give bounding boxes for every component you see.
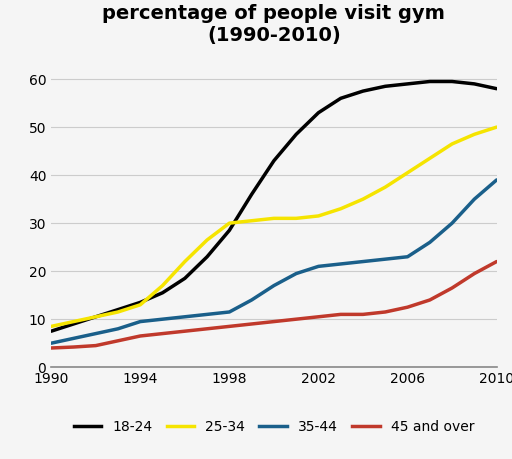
35-44 xyxy=(472,196,478,202)
18-24 xyxy=(315,110,322,116)
45 and over xyxy=(115,338,121,343)
35-44 xyxy=(249,297,255,303)
18-24 xyxy=(404,81,411,87)
18-24 xyxy=(382,84,388,89)
45 and over xyxy=(71,344,77,350)
25-34 xyxy=(427,156,433,161)
35-44 xyxy=(160,316,166,322)
25-34 xyxy=(472,132,478,137)
45 and over xyxy=(249,321,255,327)
18-24 xyxy=(93,314,99,319)
18-24 xyxy=(494,86,500,91)
35-44 xyxy=(71,336,77,341)
45 and over xyxy=(315,314,322,319)
18-24 xyxy=(48,329,54,334)
35-44 xyxy=(360,259,366,264)
18-24 xyxy=(271,158,277,163)
35-44 xyxy=(137,319,143,325)
45 and over xyxy=(271,319,277,325)
45 and over xyxy=(160,331,166,336)
45 and over xyxy=(404,304,411,310)
25-34 xyxy=(160,283,166,288)
45 and over xyxy=(182,329,188,334)
25-34 xyxy=(494,124,500,130)
35-44 xyxy=(404,254,411,259)
35-44 xyxy=(226,309,232,315)
Line: 35-44: 35-44 xyxy=(51,180,497,343)
18-24 xyxy=(182,275,188,281)
45 and over xyxy=(338,312,344,317)
35-44 xyxy=(338,261,344,267)
Legend: 18-24, 25-34, 35-44, 45 and over: 18-24, 25-34, 35-44, 45 and over xyxy=(68,415,480,440)
25-34 xyxy=(115,309,121,315)
45 and over xyxy=(427,297,433,303)
25-34 xyxy=(449,141,455,147)
18-24 xyxy=(449,79,455,84)
45 and over xyxy=(382,309,388,315)
45 and over xyxy=(204,326,210,331)
25-34 xyxy=(271,216,277,221)
25-34 xyxy=(137,302,143,308)
Line: 45 and over: 45 and over xyxy=(51,262,497,348)
35-44 xyxy=(494,177,500,183)
18-24 xyxy=(137,300,143,305)
45 and over xyxy=(93,343,99,348)
25-34 xyxy=(226,220,232,226)
45 and over xyxy=(137,333,143,339)
25-34 xyxy=(204,237,210,243)
25-34 xyxy=(48,324,54,329)
35-44 xyxy=(182,314,188,319)
45 and over xyxy=(48,345,54,351)
35-44 xyxy=(449,220,455,226)
25-34 xyxy=(382,185,388,190)
35-44 xyxy=(293,271,300,276)
25-34 xyxy=(182,259,188,264)
18-24 xyxy=(115,307,121,312)
18-24 xyxy=(338,95,344,101)
45 and over xyxy=(360,312,366,317)
35-44 xyxy=(204,312,210,317)
45 and over xyxy=(472,271,478,276)
18-24 xyxy=(249,191,255,197)
45 and over xyxy=(293,316,300,322)
18-24 xyxy=(293,132,300,137)
Title: percentage of people visit gym
(1990-2010): percentage of people visit gym (1990-201… xyxy=(102,4,445,45)
25-34 xyxy=(71,319,77,325)
Line: 18-24: 18-24 xyxy=(51,82,497,331)
35-44 xyxy=(48,341,54,346)
35-44 xyxy=(315,263,322,269)
25-34 xyxy=(315,213,322,218)
25-34 xyxy=(404,170,411,175)
18-24 xyxy=(160,290,166,296)
45 and over xyxy=(449,285,455,291)
35-44 xyxy=(271,283,277,288)
25-34 xyxy=(249,218,255,224)
18-24 xyxy=(226,228,232,233)
18-24 xyxy=(427,79,433,84)
35-44 xyxy=(382,257,388,262)
25-34 xyxy=(293,216,300,221)
18-24 xyxy=(472,81,478,87)
35-44 xyxy=(427,240,433,245)
18-24 xyxy=(360,88,366,94)
25-34 xyxy=(338,206,344,212)
35-44 xyxy=(115,326,121,331)
35-44 xyxy=(93,331,99,336)
18-24 xyxy=(71,321,77,327)
18-24 xyxy=(204,254,210,259)
25-34 xyxy=(360,196,366,202)
45 and over xyxy=(226,324,232,329)
25-34 xyxy=(93,314,99,319)
Line: 25-34: 25-34 xyxy=(51,127,497,326)
45 and over xyxy=(494,259,500,264)
